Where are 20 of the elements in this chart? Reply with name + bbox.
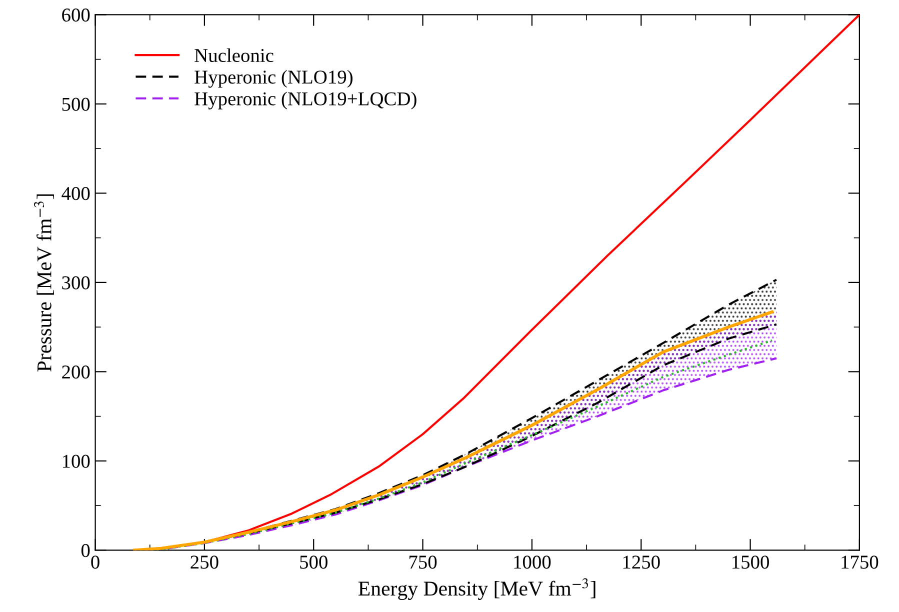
x-tick-label: 750 xyxy=(409,556,437,569)
x-tick-label: 500 xyxy=(300,556,328,569)
y-tick-label: 100 xyxy=(62,454,90,468)
x-tick-label: 1000 xyxy=(514,556,551,569)
y-tick-label: 500 xyxy=(62,98,90,111)
y-tick-label: 400 xyxy=(62,187,90,200)
legend-label: Nucleonic xyxy=(194,48,274,62)
x-tick-label: 1750 xyxy=(842,556,878,569)
x-tick-label: 250 xyxy=(190,556,218,569)
y-tick-label: 300 xyxy=(62,276,90,290)
legend-label: Hyperonic (NLO19+LQCD) xyxy=(194,92,416,110)
y-tick-label: 600 xyxy=(62,8,90,22)
y-axis-title: Pressure [MeV fm$^{−3}$] xyxy=(34,194,54,372)
x-tick-label: 0 xyxy=(91,556,100,569)
legend-label: Hyperonic (NLO19) xyxy=(194,70,352,88)
x-tick-label: 1250 xyxy=(623,556,660,569)
x-tick-label: 1500 xyxy=(732,556,769,569)
y-tick-label: 0 xyxy=(81,544,90,558)
x-axis-title: Energy Density [MeV fm$^{−3}$] xyxy=(358,578,596,600)
y-tick-label: 200 xyxy=(62,366,90,379)
